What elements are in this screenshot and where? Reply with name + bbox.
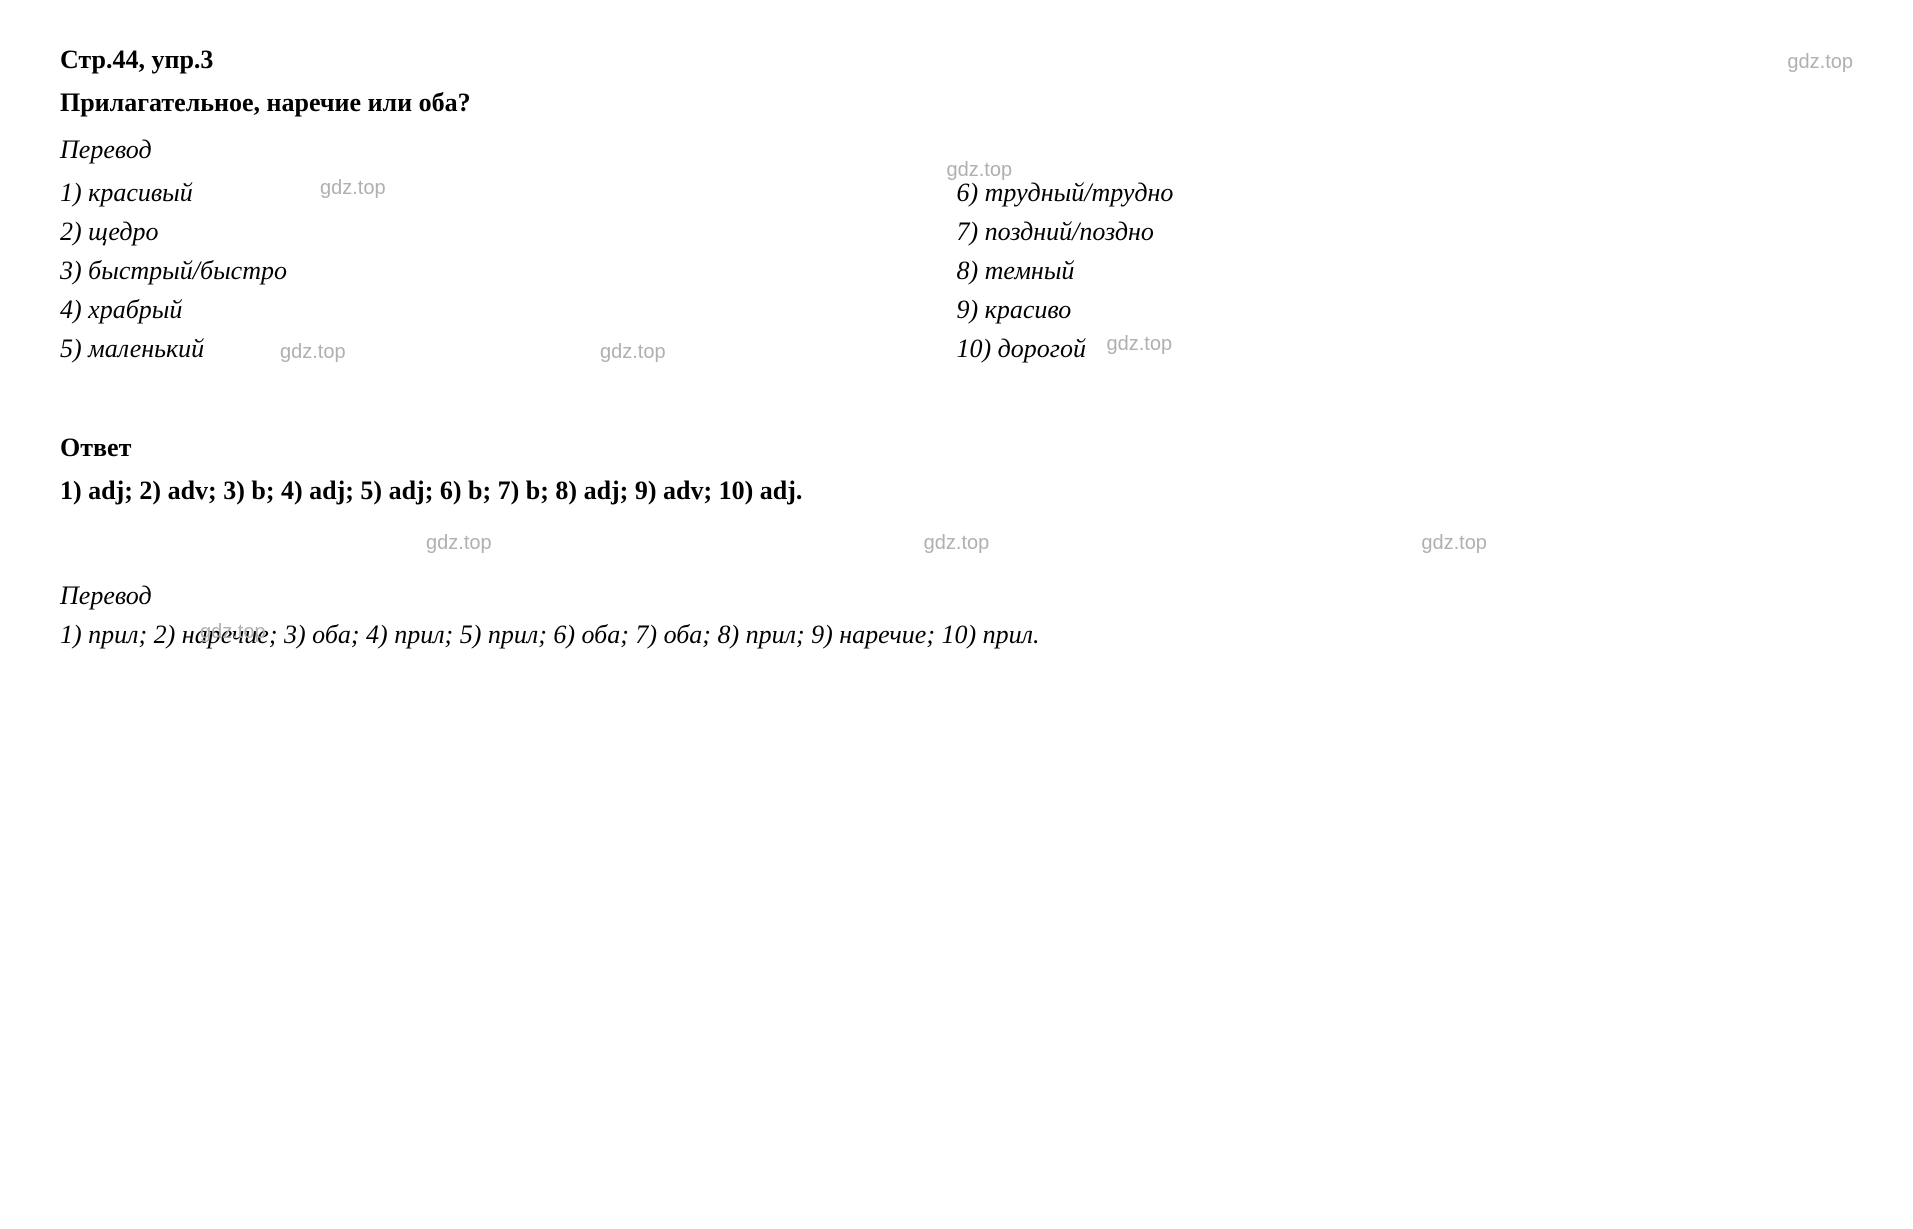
list-item: 8) темный — [957, 251, 1854, 290]
item-text: 5) маленький — [60, 334, 204, 363]
translation-label-2: Перевод — [60, 576, 1853, 615]
list-item: 10) дорогой gdz.top — [957, 329, 1854, 368]
watermark-inline: gdz.top — [320, 173, 386, 203]
watermark-inline: gdz.top — [600, 337, 666, 367]
left-column: 1) красивый gdz.top 2) щедро 3) быстрый/… — [60, 173, 957, 368]
page-title: Стр.44, упр.3 — [60, 40, 213, 79]
watermark-text: gdz.top — [1421, 528, 1487, 558]
right-column: gdz.top 6) трудный/трудно 7) поздний/поз… — [957, 173, 1854, 368]
item-text: 7) поздний/поздно — [957, 217, 1154, 246]
item-text: 2) щедро — [60, 217, 158, 246]
list-item: 5) маленький gdz.top gdz.top — [60, 329, 957, 368]
subtitle: Прилагательное, наречие или оба? — [60, 83, 1853, 122]
list-item: 1) красивый gdz.top — [60, 173, 957, 212]
item-text: 8) темный — [957, 256, 1075, 285]
translation-text: gdz.top 1) прил; 2) наречие; 3) оба; 4) … — [60, 615, 1853, 654]
watermark-top: gdz.top — [1787, 47, 1853, 77]
translation-section: Перевод gdz.top 1) прил; 2) наречие; 3) … — [60, 576, 1853, 654]
watermark-inline: gdz.top — [947, 155, 1013, 185]
list-item: 9) красиво — [957, 290, 1854, 329]
columns-container: 1) красивый gdz.top 2) щедро 3) быстрый/… — [60, 173, 1853, 368]
watermark-text: gdz.top — [426, 528, 492, 558]
item-text: 1) красивый — [60, 178, 193, 207]
list-item: gdz.top 6) трудный/трудно — [957, 173, 1854, 212]
watermark-inline: gdz.top — [1107, 329, 1173, 359]
list-item: 2) щедро — [60, 212, 957, 251]
answer-section: Ответ 1) adj; 2) adv; 3) b; 4) adj; 5) a… — [60, 428, 1853, 510]
answer-line: 1) adj; 2) adv; 3) b; 4) adj; 5) adj; 6)… — [60, 471, 1853, 510]
answer-title: Ответ — [60, 428, 1853, 467]
item-text: 10) дорогой — [957, 334, 1086, 363]
list-item: 3) быстрый/быстро — [60, 251, 957, 290]
item-text: 3) быстрый/быстро — [60, 256, 287, 285]
watermark-text: gdz.top — [924, 528, 990, 558]
watermark-inline: gdz.top — [280, 337, 346, 367]
list-item: 7) поздний/поздно — [957, 212, 1854, 251]
item-text: 4) храбрый — [60, 295, 182, 324]
header-row: Стр.44, упр.3 gdz.top — [60, 40, 1853, 79]
watermark-row: gdz.top gdz.top gdz.top — [60, 528, 1853, 558]
item-text: 9) красиво — [957, 295, 1072, 324]
watermark-translation: gdz.top — [200, 617, 266, 647]
list-item: 4) храбрый — [60, 290, 957, 329]
